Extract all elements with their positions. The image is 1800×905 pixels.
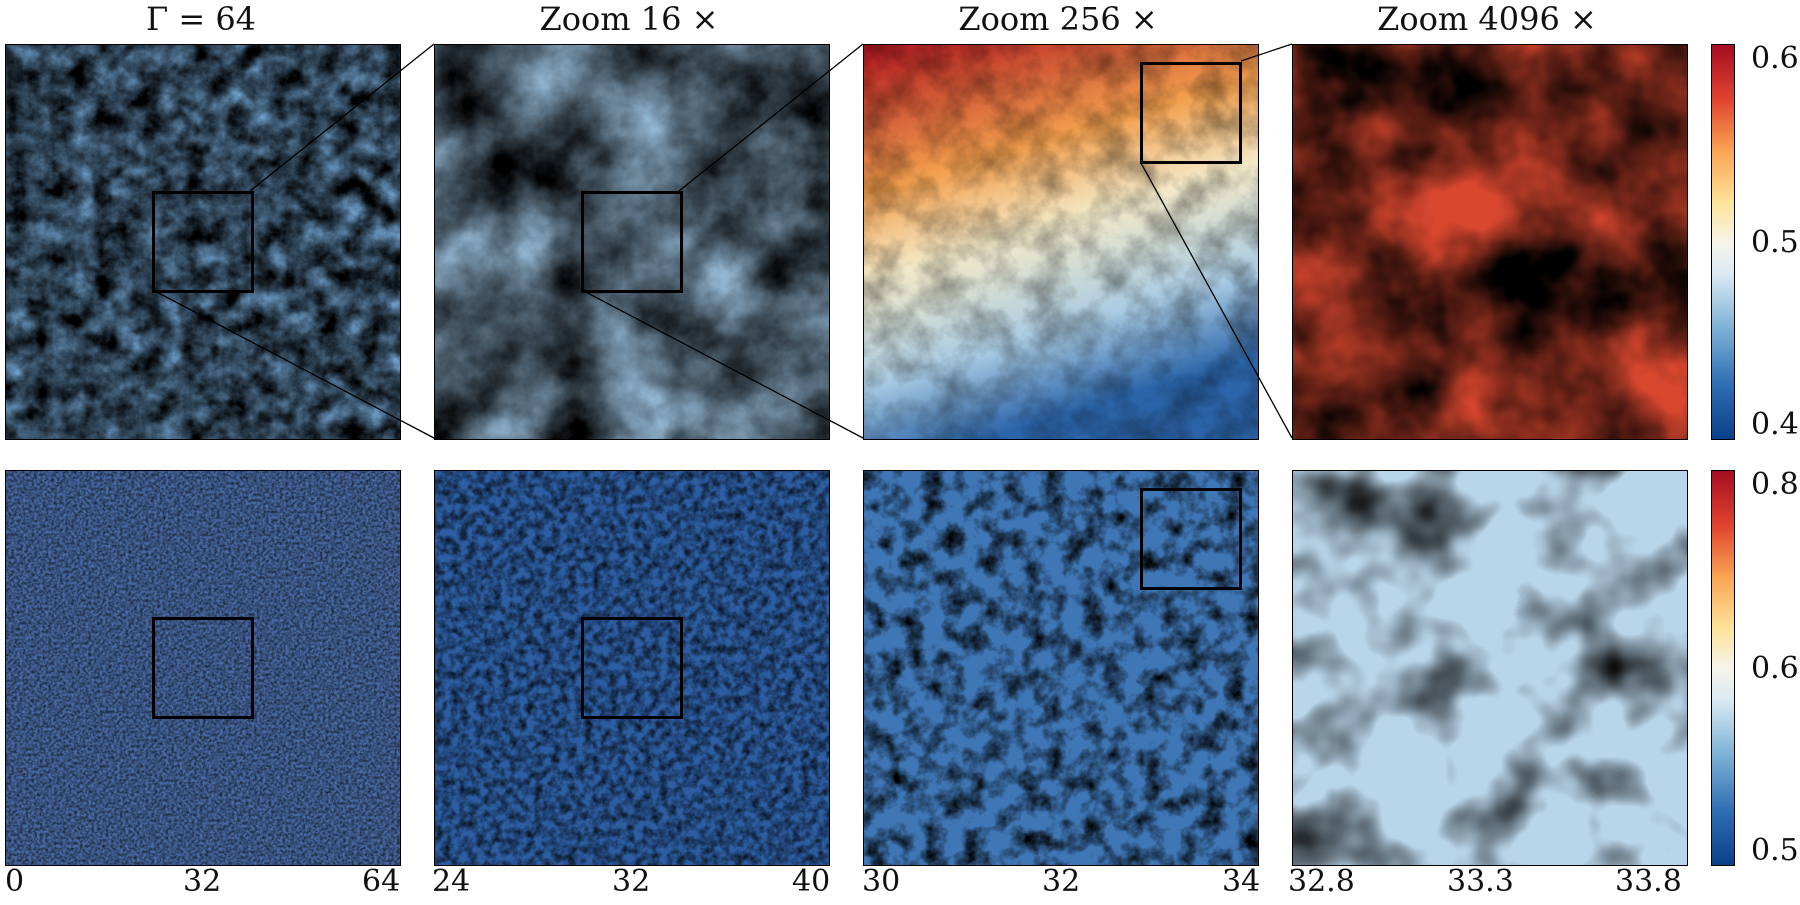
x-tick: 34 xyxy=(1222,864,1261,899)
colorbar-top-tick-mid: 0.50 xyxy=(1751,225,1800,260)
x-tick: 32 xyxy=(612,864,651,899)
x-tick: 32.8 xyxy=(1288,864,1355,899)
x-tick: 40 xyxy=(792,864,831,899)
zoom-box-bottom-2 xyxy=(581,617,683,719)
colorbar-top xyxy=(1711,44,1735,440)
colorbar-top-tick-max: 0.60 xyxy=(1751,41,1800,76)
panel-top-2 xyxy=(434,44,830,440)
x-tick: 0 xyxy=(5,864,25,899)
zoom-box-top-2 xyxy=(581,191,683,293)
colorbar-bottom-tick-mid: 0.65 xyxy=(1751,651,1800,686)
zoom-box-bottom-1 xyxy=(152,617,254,719)
x-tick: 33.3 xyxy=(1447,864,1514,899)
field-image-bottom-3 xyxy=(864,471,1258,865)
title-gamma-64: Γ = 64 xyxy=(145,0,257,38)
zoom-box-top-3 xyxy=(1140,62,1242,164)
panel-bottom-2 xyxy=(434,470,830,866)
field-image-top-4 xyxy=(1293,45,1687,439)
panel-bottom-3 xyxy=(863,470,1259,866)
title-zoom-16: Zoom 16 × xyxy=(539,0,719,38)
colorbar-bottom-tick-max: 0.80 xyxy=(1751,467,1800,502)
x-tick: 32 xyxy=(183,864,222,899)
field-image-bottom-4 xyxy=(1293,471,1687,865)
panel-top-3 xyxy=(863,44,1259,440)
zoom-box-top-1 xyxy=(152,191,254,293)
zoom-box-bottom-3 xyxy=(1140,488,1242,590)
field-image-bottom-2 xyxy=(435,471,829,865)
x-tick: 32 xyxy=(1042,864,1081,899)
field-image-bottom-1 xyxy=(6,471,400,865)
x-tick: 30 xyxy=(862,864,901,899)
panel-top-1 xyxy=(5,44,401,440)
panel-bottom-4 xyxy=(1292,470,1688,866)
colorbar-top-tick-min: 0.40 xyxy=(1751,407,1800,442)
panel-top-4 xyxy=(1292,44,1688,440)
x-tick: 64 xyxy=(362,864,401,899)
colorbar-bottom xyxy=(1711,470,1735,866)
title-zoom-256: Zoom 256 × xyxy=(958,0,1158,38)
panel-bottom-1 xyxy=(5,470,401,866)
x-tick: 33.8 xyxy=(1615,864,1682,899)
colorbar-bottom-tick-min: 0.50 xyxy=(1751,833,1800,868)
x-tick: 24 xyxy=(432,864,471,899)
title-zoom-4096: Zoom 4096 × xyxy=(1377,0,1597,38)
